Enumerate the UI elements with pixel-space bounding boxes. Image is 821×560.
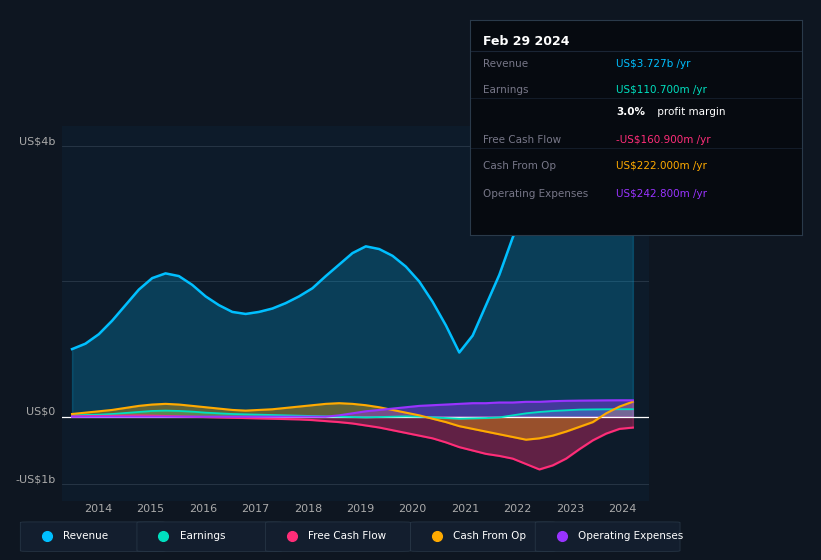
Text: Cash From Op: Cash From Op bbox=[483, 161, 556, 171]
Text: 2015: 2015 bbox=[136, 504, 165, 514]
Text: Free Cash Flow: Free Cash Flow bbox=[483, 135, 561, 145]
Text: -US$160.900m /yr: -US$160.900m /yr bbox=[616, 135, 710, 145]
Text: 2018: 2018 bbox=[294, 504, 322, 514]
Text: profit margin: profit margin bbox=[654, 107, 726, 117]
Text: 2020: 2020 bbox=[399, 504, 427, 514]
Text: US$110.700m /yr: US$110.700m /yr bbox=[616, 85, 707, 95]
Text: 2019: 2019 bbox=[346, 504, 374, 514]
Text: 2014: 2014 bbox=[84, 504, 112, 514]
Text: -US$1b: -US$1b bbox=[16, 474, 56, 484]
FancyBboxPatch shape bbox=[137, 522, 282, 551]
Text: US$4b: US$4b bbox=[20, 136, 56, 146]
Text: US$222.000m /yr: US$222.000m /yr bbox=[616, 161, 707, 171]
Text: Free Cash Flow: Free Cash Flow bbox=[309, 531, 387, 541]
Text: 3.0%: 3.0% bbox=[616, 107, 645, 117]
Text: Earnings: Earnings bbox=[180, 531, 225, 541]
Text: 2023: 2023 bbox=[556, 504, 584, 514]
Text: Earnings: Earnings bbox=[483, 85, 529, 95]
Text: 2017: 2017 bbox=[241, 504, 269, 514]
Text: 2024: 2024 bbox=[608, 504, 636, 514]
Text: 2021: 2021 bbox=[451, 504, 479, 514]
FancyBboxPatch shape bbox=[410, 522, 555, 551]
Text: Cash From Op: Cash From Op bbox=[453, 531, 526, 541]
Text: 2016: 2016 bbox=[189, 504, 217, 514]
Text: Feb 29 2024: Feb 29 2024 bbox=[483, 35, 570, 48]
Text: Revenue: Revenue bbox=[483, 59, 528, 69]
Text: Operating Expenses: Operating Expenses bbox=[578, 531, 683, 541]
Text: 2022: 2022 bbox=[503, 504, 532, 514]
Text: Revenue: Revenue bbox=[63, 531, 108, 541]
FancyBboxPatch shape bbox=[21, 522, 165, 551]
Text: Operating Expenses: Operating Expenses bbox=[483, 189, 588, 199]
Text: US$3.727b /yr: US$3.727b /yr bbox=[616, 59, 690, 69]
Text: US$0: US$0 bbox=[26, 407, 56, 417]
FancyBboxPatch shape bbox=[266, 522, 410, 551]
Text: US$242.800m /yr: US$242.800m /yr bbox=[616, 189, 707, 199]
FancyBboxPatch shape bbox=[535, 522, 680, 551]
